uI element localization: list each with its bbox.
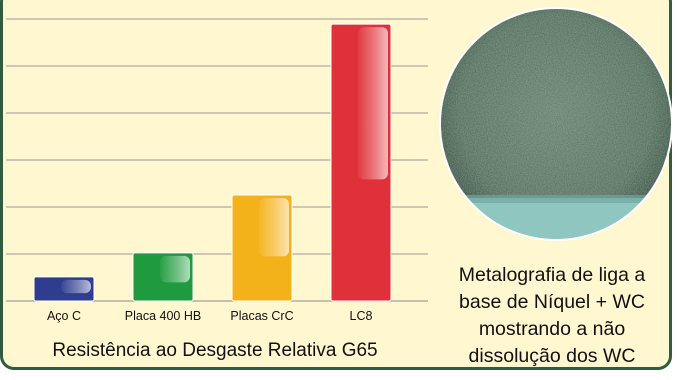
caption-line-3: mostrando a não	[478, 318, 626, 340]
chart-title: Resistência ao Desgaste Relativa G65	[52, 340, 378, 361]
bar-highlight	[160, 255, 190, 283]
bar-highlight	[61, 279, 91, 294]
bar-highlight	[358, 27, 388, 180]
x-tick-label: LC8	[350, 309, 373, 323]
chart-x-tick-labels: Aço C Placa 400 HB Placas CrC LC8	[47, 309, 373, 323]
micrograph-caption: Metalografia de liga a base de Níquel + …	[432, 262, 672, 370]
x-tick-label: Placa 400 HB	[125, 309, 201, 323]
caption-line-1: Metalografia de liga a	[458, 264, 646, 286]
bar-3	[231, 194, 293, 302]
chart-bars	[33, 23, 392, 302]
micrograph-panel: Metalografia de liga a base de Níquel + …	[432, 0, 672, 380]
bar-chart: Aço C Placa 400 HB Placas CrC LC8	[6, 18, 428, 323]
x-tick-label: Placas CrC	[230, 309, 293, 323]
bar-1	[33, 276, 95, 302]
x-tick-label: Aço C	[47, 309, 81, 323]
micrograph-image	[439, 7, 672, 241]
bar-highlight	[259, 198, 289, 257]
caption-line-4: dissolução dos WC	[468, 345, 636, 367]
caption-line-2: base de Níquel + WC	[459, 291, 645, 313]
bar-4	[330, 23, 392, 302]
bar-2	[132, 252, 194, 302]
